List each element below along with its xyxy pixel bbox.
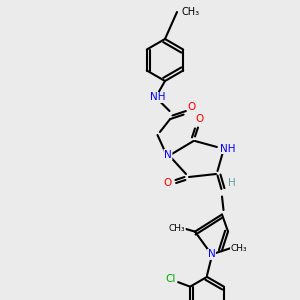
Text: N: N <box>164 149 172 160</box>
Text: CH₃: CH₃ <box>169 224 185 233</box>
Text: NH: NH <box>150 92 165 103</box>
Text: O: O <box>195 113 204 124</box>
Text: N: N <box>208 249 215 260</box>
Text: H: H <box>228 178 236 188</box>
Text: CH₃: CH₃ <box>231 244 247 253</box>
Text: Cl: Cl <box>165 274 176 284</box>
Text: O: O <box>164 178 172 188</box>
Text: NH: NH <box>220 143 236 154</box>
Text: CH₃: CH₃ <box>182 7 200 17</box>
Text: O: O <box>187 101 196 112</box>
